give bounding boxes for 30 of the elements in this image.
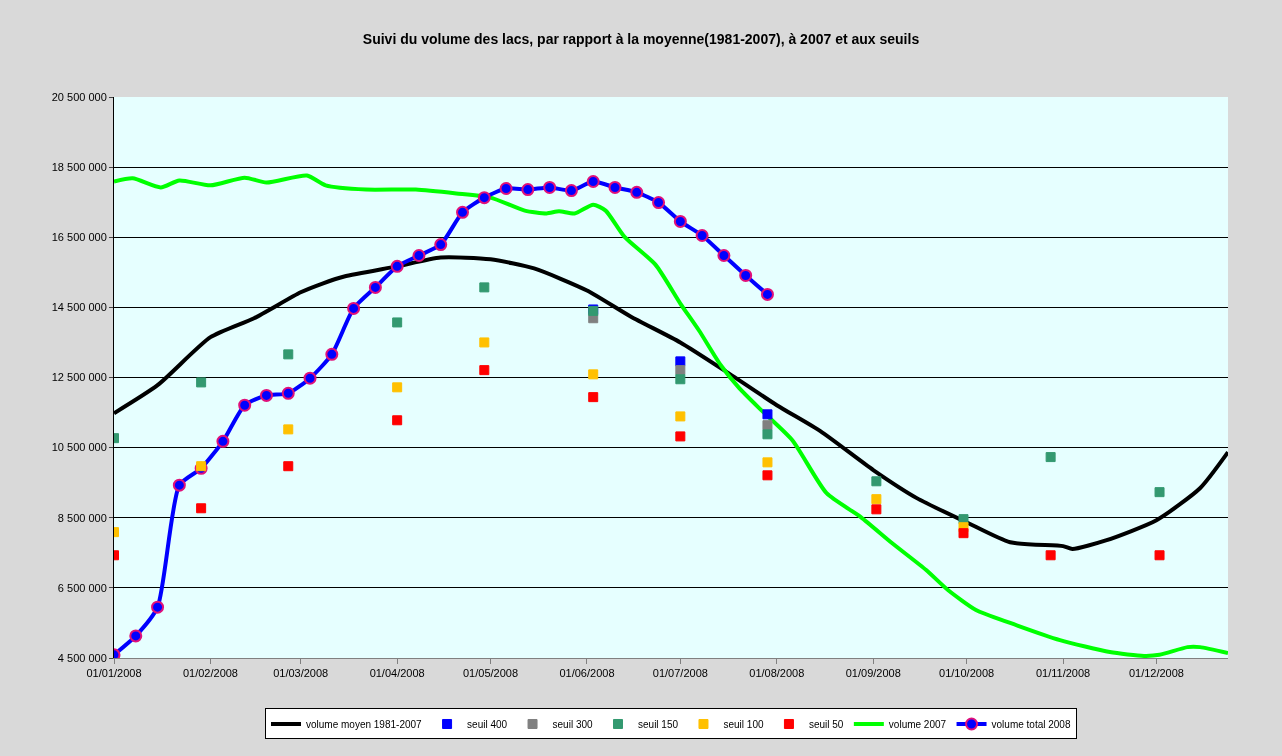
x-tick-label: 01/10/2008 bbox=[939, 667, 995, 680]
y-tick-label: 10 500 000 bbox=[51, 441, 107, 454]
y-tick-label: 6 500 000 bbox=[57, 581, 107, 594]
legend-label: seuil 50 bbox=[808, 718, 844, 730]
y-tick-label: 14 500 000 bbox=[51, 301, 107, 314]
x-tick-label: 01/04/2008 bbox=[369, 667, 425, 680]
chart-title: Suivi du volume des lacs, par rapport à la moyenne(1981-2007), à 2007 et aux seuils bbox=[362, 30, 920, 47]
y-tick-label: 8 500 000 bbox=[57, 511, 107, 524]
x-tick-label: 01/02/2008 bbox=[182, 667, 238, 680]
y-tick-label: 4 500 000 bbox=[57, 651, 107, 664]
x-tick-label: 01/03/2008 bbox=[273, 667, 329, 680]
x-tick-label: 01/05/2008 bbox=[462, 667, 519, 680]
legend-label: seuil 100 bbox=[723, 718, 764, 730]
x-tick-label: 01/08/2008 bbox=[749, 667, 805, 680]
x-tick-label: 01/09/2008 bbox=[845, 667, 901, 680]
x-tick-label: 01/12/2008 bbox=[1128, 667, 1184, 680]
legend-label: volume total 2008 bbox=[991, 718, 1071, 730]
legend-label: seuil 300 bbox=[552, 718, 593, 730]
legend-label: seuil 150 bbox=[638, 718, 679, 730]
x-tick-label: 01/11/2008 bbox=[1035, 667, 1091, 680]
y-tick-label: 12 500 000 bbox=[51, 371, 107, 384]
x-tick-label: 01/07/2008 bbox=[652, 667, 708, 680]
y-tick-label: 20 500 000 bbox=[51, 90, 107, 103]
y-tick-label: 18 500 000 bbox=[51, 160, 107, 173]
legend-label: volume moyen 1981-2007 bbox=[306, 718, 423, 730]
y-tick-label: 16 500 000 bbox=[51, 231, 107, 244]
x-tick-label: 01/01/2008 bbox=[86, 667, 142, 680]
x-tick-label: 01/06/2008 bbox=[559, 667, 615, 680]
legend-label: volume 2007 bbox=[888, 718, 947, 730]
legend-label: seuil 400 bbox=[467, 718, 508, 730]
